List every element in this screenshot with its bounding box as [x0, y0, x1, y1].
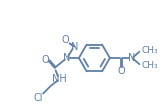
Text: CH₃: CH₃ — [142, 46, 158, 55]
Text: O: O — [118, 66, 125, 76]
Text: Cl: Cl — [33, 93, 42, 103]
Text: N: N — [63, 53, 70, 63]
Text: N: N — [128, 53, 135, 63]
Text: O: O — [61, 35, 69, 45]
Text: NH: NH — [52, 74, 67, 84]
Text: O: O — [42, 55, 49, 64]
Text: CH₃: CH₃ — [142, 61, 158, 70]
Text: N: N — [71, 42, 79, 52]
